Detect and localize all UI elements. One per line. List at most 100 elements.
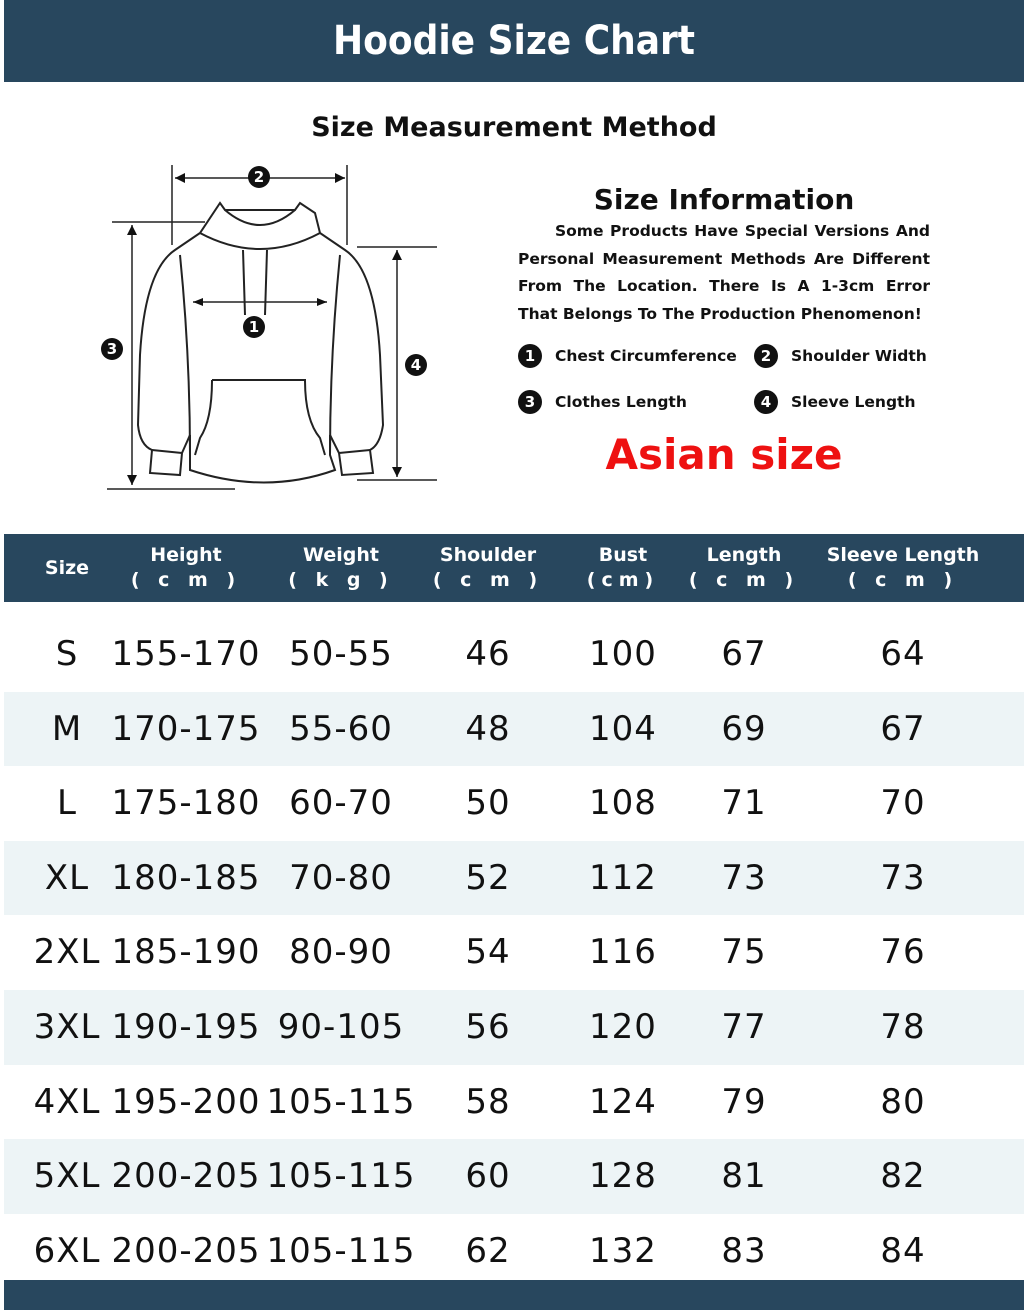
- table-header: Size Height ( c m ) Weight ( k g ) Shoulder ( …: [4, 534, 1024, 602]
- column-header: Bust (cm): [587, 534, 659, 602]
- page-title: Hoodie Size Chart: [333, 18, 695, 64]
- table-cell: 4XL: [33, 1081, 101, 1122]
- table-cell: 46: [465, 634, 511, 674]
- header-unit: (cm): [586, 569, 660, 591]
- table-cell: 105-115: [266, 1156, 416, 1197]
- table-row: L 175-180 60-70 50 108 71 70: [4, 766, 1024, 841]
- header-label: Length: [706, 544, 782, 566]
- header-unit: ( c m ): [847, 569, 959, 591]
- table-cell: 3XL: [33, 1006, 101, 1047]
- header-label: Shoulder: [439, 544, 537, 566]
- header-label: Size: [44, 556, 90, 579]
- hoodie-outline: [136, 201, 385, 484]
- marker-2-icon: [248, 166, 270, 188]
- legend-item: 3 Clothes Length: [518, 390, 754, 414]
- table-cell: 54: [465, 932, 511, 973]
- table-cell: 170-175: [111, 708, 261, 749]
- header-unit: ( c m ): [432, 569, 544, 591]
- method-title: Size Measurement Method: [311, 112, 717, 143]
- table-cell: 190-195: [111, 1006, 261, 1047]
- table-cell: 180-185: [111, 857, 261, 898]
- table-cell: 104: [589, 708, 657, 749]
- number-1-icon: 1: [518, 344, 542, 368]
- column-header: Size: [45, 534, 89, 602]
- legend-item: 4 Sleeve Length: [754, 390, 934, 414]
- table-cell: 79: [721, 1081, 767, 1122]
- info-title: Size Information: [593, 183, 855, 216]
- table-cell: 73: [880, 857, 926, 898]
- table-row: 5XL 200-205 105-115 60 128 81 82: [4, 1139, 1024, 1214]
- table-cell: 200-205: [111, 1156, 261, 1197]
- table-row: M 170-175 55-60 48 104 69 67: [4, 691, 1024, 767]
- table-cell: 6XL: [33, 1230, 101, 1271]
- table-cell: 100: [589, 634, 657, 674]
- table-cell: 128: [589, 1156, 657, 1197]
- table-cell: 55-60: [289, 708, 393, 749]
- table-cell: 83: [721, 1230, 767, 1271]
- marker-4-icon: [405, 354, 427, 376]
- header-label: Sleeve Length: [826, 544, 980, 566]
- table-row: 3XL 190-195 90-105 56 120 77 78: [4, 989, 1024, 1065]
- column-header: Length ( c m ): [689, 534, 799, 602]
- table-cell: 67: [721, 634, 767, 674]
- table-cell: 200-205: [111, 1230, 261, 1271]
- table-cell: 116: [589, 932, 657, 973]
- table-cell: S: [55, 634, 79, 674]
- info-text: Some Products Have Special Versions And …: [518, 222, 930, 323]
- table-cell: L: [57, 783, 77, 824]
- table-cell: 124: [589, 1081, 657, 1122]
- table-cell: 71: [721, 783, 767, 824]
- marker-1-label: 1: [249, 318, 259, 336]
- table-cell: 58: [465, 1081, 511, 1122]
- table-cell: 175-180: [111, 783, 261, 824]
- number-4-icon: 4: [754, 390, 778, 414]
- table-cell: 82: [880, 1156, 926, 1197]
- table-row: S 155-170 50-55 46 100 67 64: [4, 617, 1024, 692]
- header-unit: ( c m ): [130, 569, 242, 591]
- legend-label: Shoulder Width: [791, 347, 927, 365]
- table-cell: 185-190: [111, 932, 261, 973]
- table-cell: 62: [465, 1230, 511, 1271]
- table-row: 4XL 195-200 105-115 58 124 79 80: [4, 1065, 1024, 1140]
- table-cell: M: [51, 708, 83, 749]
- header-unit: ( k g ): [288, 569, 394, 591]
- hoodie-diagram: 2 1 3 4: [101, 165, 437, 490]
- number-2-icon: 2: [754, 344, 778, 368]
- size-information: Size Information Some Products Have Spec…: [518, 183, 930, 479]
- legend-item: 1 Chest Circumference: [518, 344, 754, 368]
- table-cell: 81: [721, 1156, 767, 1197]
- table-cell: 112: [589, 857, 657, 898]
- marker-1-icon: [243, 316, 265, 338]
- table-cell: 155-170: [111, 634, 261, 674]
- header-label: Height: [150, 544, 222, 566]
- table-cell: 77: [721, 1006, 767, 1047]
- column-header: Shoulder ( c m ): [433, 534, 543, 602]
- table-cell: 69: [721, 708, 767, 749]
- legend-item: 2 Shoulder Width: [754, 344, 934, 368]
- legend-label: Chest Circumference: [555, 347, 737, 365]
- table-cell: 70: [880, 783, 926, 824]
- table-cell: 80-90: [289, 932, 393, 973]
- marker-4-label: 4: [411, 356, 421, 374]
- table-cell: 2XL: [33, 932, 101, 973]
- table-cell: 108: [589, 783, 657, 824]
- footer-bar: [4, 1280, 1024, 1310]
- column-header: Sleeve Length ( c m ): [827, 534, 980, 602]
- legend-label: Clothes Length: [555, 393, 687, 411]
- table-cell: 120: [589, 1006, 657, 1047]
- table-cell: 132: [589, 1230, 657, 1271]
- title-banner: Hoodie Size Chart: [4, 0, 1024, 82]
- legend-label: Sleeve Length: [791, 393, 916, 411]
- table-cell: 105-115: [266, 1081, 416, 1122]
- header-unit: ( c m ): [688, 569, 800, 591]
- marker-3-icon: [101, 338, 123, 360]
- table-cell: 56: [465, 1006, 511, 1047]
- table-cell: 50: [465, 783, 511, 824]
- table-cell: 60-70: [289, 783, 393, 824]
- table-cell: XL: [44, 857, 90, 898]
- table-cell: 73: [721, 857, 767, 898]
- table-cell: 52: [465, 857, 511, 898]
- table-row: XL 180-185 70-80 52 112 73 73: [4, 840, 1024, 916]
- table-cell: 50-55: [289, 634, 393, 674]
- table-cell: 67: [880, 708, 926, 749]
